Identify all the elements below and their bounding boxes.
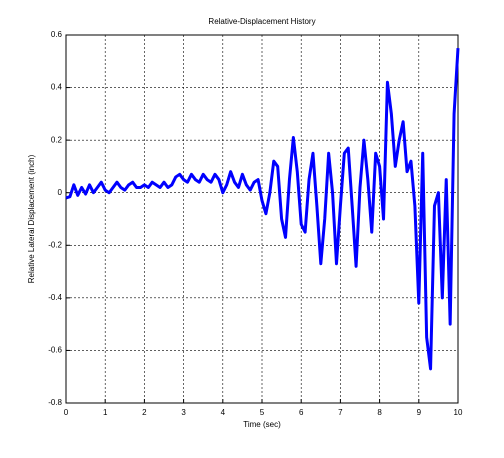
x-axis-label: Time (sec) [243, 420, 281, 429]
y-tick-label: -0.4 [48, 293, 62, 302]
y-tick-label: 0 [58, 188, 63, 197]
y-tick-label: -0.8 [48, 398, 62, 407]
x-tick-label: 7 [338, 408, 343, 417]
y-tick-label: 0.2 [51, 135, 63, 144]
x-tick-label: 6 [299, 408, 304, 417]
data-line [65, 48, 460, 371]
x-tick-label: 3 [181, 408, 186, 417]
y-tick-label: -0.6 [48, 346, 62, 355]
x-tick-label: 2 [142, 408, 147, 417]
x-tick-label: 10 [454, 408, 463, 417]
x-tick-label: 5 [260, 408, 265, 417]
x-tick-label: 0 [64, 408, 69, 417]
chart-title: Relative-Displacement History [208, 17, 315, 26]
plot-frame [65, 34, 459, 404]
y-tick-label: 0.6 [51, 30, 63, 39]
y-axis-label: Relative Lateral Displacement (inch) [27, 154, 36, 283]
x-tick-label: 1 [103, 408, 108, 417]
x-tick-label: 9 [417, 408, 422, 417]
y-tick-label: -0.2 [48, 240, 62, 249]
y-tick-label: 0.4 [51, 83, 63, 92]
x-tick-label: 4 [221, 408, 226, 417]
x-tick-label: 8 [377, 408, 382, 417]
